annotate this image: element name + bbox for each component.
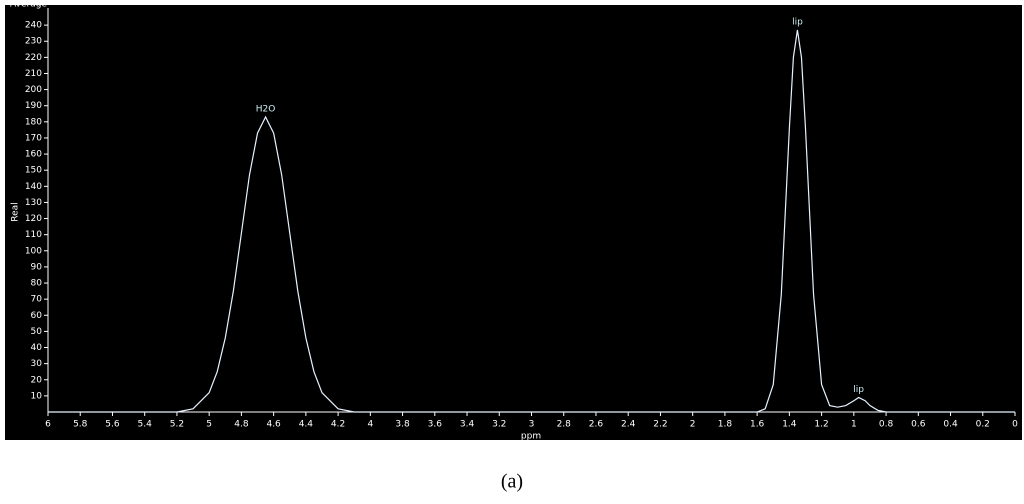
y-tick-label: 10 — [31, 391, 43, 401]
x-tick-label: 0.8 — [879, 420, 894, 430]
y-tick-label: 40 — [31, 343, 43, 353]
x-axis-label: ppm — [521, 432, 541, 442]
x-tick-label: 2.6 — [589, 420, 604, 430]
y-axis-label: Real — [11, 202, 21, 221]
y-tick-label: 240 — [25, 21, 42, 31]
x-tick-label: 0 — [1012, 420, 1018, 430]
x-tick-label: 3 — [529, 420, 535, 430]
y-tick-label: 110 — [25, 230, 42, 240]
x-tick-label: 1.8 — [718, 420, 733, 430]
y-tick-label: 60 — [31, 311, 43, 321]
x-tick-label: 4.2 — [331, 420, 345, 430]
y-tick-label: 120 — [25, 214, 42, 224]
spectrum-line — [48, 29, 1015, 413]
caption: (a) — [501, 471, 523, 493]
y-tick-label: 150 — [25, 166, 42, 176]
x-tick-label: 1.2 — [814, 420, 828, 430]
x-tick-label: 1.4 — [782, 420, 797, 430]
y-tick-label: 200 — [25, 85, 42, 95]
x-tick-label: 4.6 — [266, 420, 281, 430]
x-tick-label: 3.2 — [492, 420, 506, 430]
x-tick-label: 4.4 — [299, 420, 314, 430]
y-tick-label: 230 — [25, 37, 42, 47]
x-tick-label: 1.6 — [750, 420, 765, 430]
x-tick-label: 4 — [367, 420, 373, 430]
x-tick-label: 2.8 — [557, 420, 572, 430]
y-tick-label: 70 — [31, 295, 43, 305]
y-tick-label: 100 — [25, 246, 42, 256]
y-tick-label: 50 — [31, 327, 43, 337]
x-tick-label: 2 — [690, 420, 696, 430]
x-tick-label: 5.8 — [73, 420, 88, 430]
x-tick-label: 5.4 — [138, 420, 153, 430]
y-tick-label: 130 — [25, 198, 42, 208]
y-tick-label: 20 — [31, 375, 43, 385]
y-tick-label: 140 — [25, 182, 42, 192]
x-tick-label: 6 — [45, 420, 51, 430]
x-tick-label: 4.8 — [234, 420, 249, 430]
y-tick-label: 90 — [31, 262, 43, 272]
peak-annotation: H2O — [256, 105, 276, 115]
y-tick-label: 180 — [25, 117, 42, 127]
chart-title: Average — [10, 0, 47, 10]
y-tick-label: 220 — [25, 53, 42, 63]
x-tick-label: 3.6 — [428, 420, 443, 430]
x-tick-label: 2.2 — [653, 420, 667, 430]
x-tick-label: 5 — [206, 420, 212, 430]
y-tick-label: 210 — [25, 69, 42, 79]
x-tick-label: 0.4 — [943, 420, 958, 430]
plot-background — [5, 5, 1022, 440]
x-tick-label: 3.4 — [460, 420, 475, 430]
peak-annotation: lip — [853, 385, 864, 395]
x-tick-label: 0.2 — [976, 420, 990, 430]
y-tick-label: 160 — [25, 150, 42, 160]
x-tick-label: 5.2 — [170, 420, 184, 430]
x-tick-label: 0.6 — [911, 420, 926, 430]
x-tick-label: 2.4 — [621, 420, 636, 430]
y-tick-label: 80 — [31, 279, 43, 289]
x-tick-label: 5.6 — [105, 420, 120, 430]
peak-annotation: lip — [792, 17, 803, 27]
x-tick-label: 3.8 — [395, 420, 410, 430]
x-tick-label: 1 — [851, 420, 857, 430]
y-tick-label: 170 — [25, 133, 42, 143]
y-tick-label: 190 — [25, 101, 42, 111]
y-tick-label: 30 — [31, 359, 43, 369]
